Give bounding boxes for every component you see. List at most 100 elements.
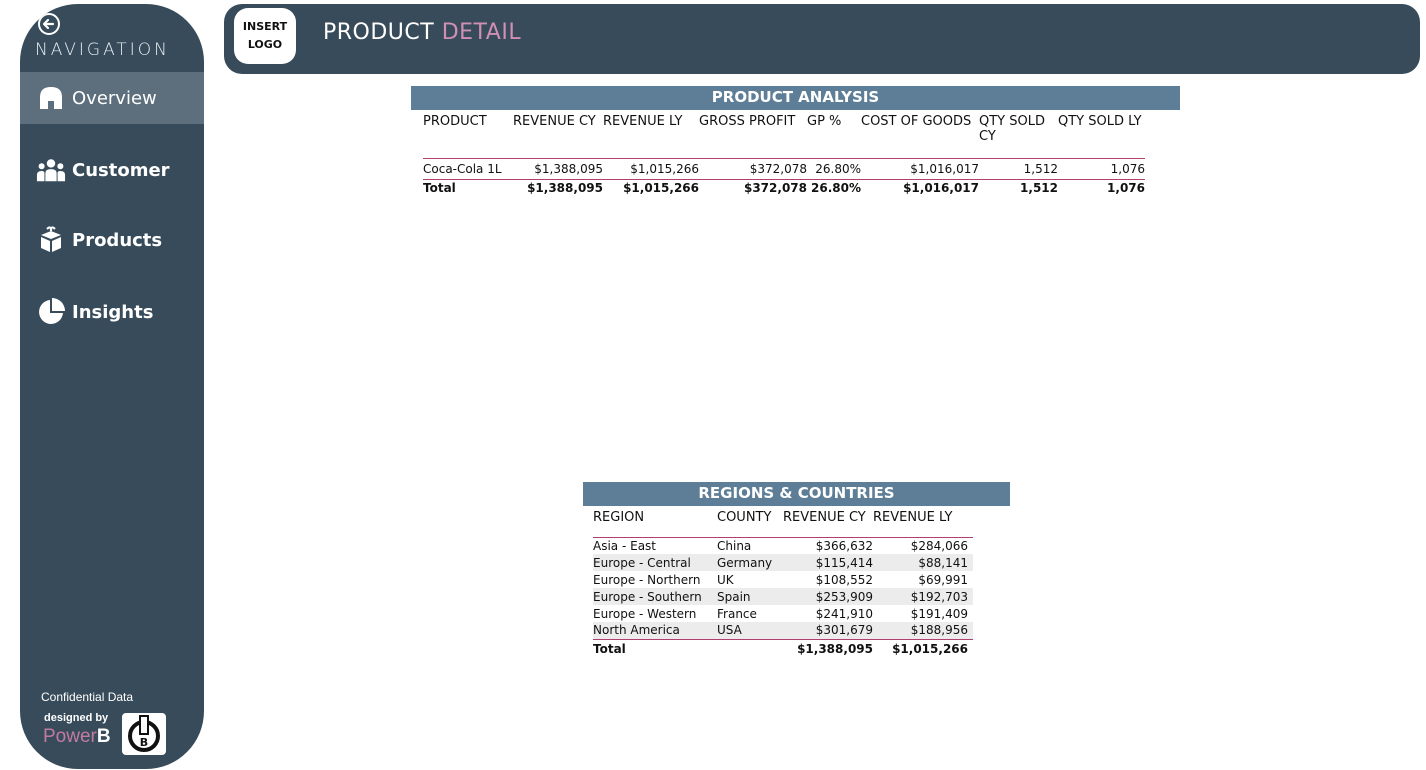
column-header[interactable]: PRODUCT xyxy=(423,114,487,129)
product-table-title: PRODUCT ANALYSIS xyxy=(411,86,1180,110)
column-header[interactable]: QTY SOLD LY xyxy=(1058,114,1142,129)
table-cell xyxy=(717,639,783,658)
table-cell: $1,016,017 xyxy=(903,181,979,196)
table-cell: $253,909 xyxy=(815,589,873,604)
box-icon xyxy=(36,225,66,255)
column-header[interactable]: COST OF GOODS xyxy=(861,114,972,129)
table-cell: $1,015,266 xyxy=(630,161,699,176)
table-cell: Europe - Central xyxy=(593,555,691,570)
table-cell: 1,076 xyxy=(1110,161,1145,176)
table-cell: Total xyxy=(423,181,456,196)
nav-item-label: Customer xyxy=(72,159,170,181)
table-cell: $1,388,095 xyxy=(797,641,873,656)
page-title-part-2: DETAIL xyxy=(441,20,522,45)
table-cell: $115,414 xyxy=(815,555,873,570)
table-row[interactable]: Coca-Cola 1L $1,388,095 $1,015,266 $372,… xyxy=(423,158,1145,179)
product-table: PRODUCT REVENUE CY REVENUE LY GROSS PROF… xyxy=(423,114,1145,197)
nav-item-label: Overview xyxy=(72,87,157,109)
table-cell: $372,078 xyxy=(743,181,807,196)
table-cell: UK xyxy=(717,572,734,587)
table-cell: Total xyxy=(593,641,626,656)
table-cell: 1,512 xyxy=(1020,181,1058,196)
nav-item-customer[interactable]: Customer xyxy=(20,144,204,196)
designed-by-label: designed by xyxy=(44,712,109,724)
table-cell: $1,015,266 xyxy=(623,181,699,196)
table-cell: France xyxy=(717,606,757,621)
table-cell: $372,078 xyxy=(749,161,807,176)
back-arrow-icon[interactable] xyxy=(37,12,61,36)
column-header[interactable]: QTY SOLD CY xyxy=(979,114,1045,144)
table-cell: 1,512 xyxy=(1023,161,1058,176)
brand-part-2: B xyxy=(96,726,111,747)
table-cell: $284,066 xyxy=(910,538,968,553)
table-cell: $1,015,266 xyxy=(892,641,968,656)
nav-item-label: Insights xyxy=(72,301,154,323)
table-cell: $1,388,095 xyxy=(527,181,603,196)
table-row[interactable]: Europe - Western France $241,910 $191,40… xyxy=(593,605,973,622)
table-row[interactable]: North America USA $301,679 $188,956 xyxy=(593,622,973,639)
pie-chart-icon xyxy=(36,297,66,327)
column-header[interactable]: COUNTY xyxy=(717,510,772,525)
table-total-row: Total $1,388,095 $1,015,266 $372,078 26.… xyxy=(423,179,1145,197)
table-cell: $192,703 xyxy=(910,589,968,604)
table-cell: 26.80% xyxy=(811,181,861,196)
table-row[interactable]: Asia - East China $366,632 $284,066 xyxy=(593,537,973,554)
nav-item-label: Products xyxy=(72,229,163,251)
table-cell: Europe - Western xyxy=(593,606,697,621)
brand-logo-icon: B xyxy=(122,713,166,755)
region-table-header-row: REGION COUNTY REVENUE CY REVENUE LY xyxy=(593,510,973,537)
logo-line-1: INSERT xyxy=(242,20,288,33)
table-cell: Europe - Northern xyxy=(593,572,701,587)
table-cell: $88,141 xyxy=(918,555,968,570)
nav-item-products[interactable]: Products xyxy=(20,214,204,266)
column-header[interactable]: REGION xyxy=(593,510,645,525)
table-cell: Spain xyxy=(717,589,751,604)
users-icon xyxy=(36,155,66,185)
table-row[interactable]: Europe - Central Germany $115,414 $88,14… xyxy=(593,554,973,571)
table-cell: $1,016,017 xyxy=(910,161,979,176)
nav-item-insights[interactable]: Insights xyxy=(20,286,204,338)
svg-text:B: B xyxy=(140,736,148,749)
column-header[interactable]: GROSS PROFIT xyxy=(699,114,796,129)
table-cell: 26.80% xyxy=(815,161,861,176)
logo-line-2: LOGO xyxy=(247,38,283,51)
nav-item-overview[interactable]: Overview xyxy=(20,72,204,124)
table-cell: $69,991 xyxy=(918,572,968,587)
table-total-row: Total $1,388,095 $1,015,266 xyxy=(593,639,973,658)
column-header[interactable]: REVENUE CY xyxy=(513,114,596,129)
brand-name: PowerB xyxy=(43,726,111,748)
table-row[interactable]: Europe - Northern UK $108,552 $69,991 xyxy=(593,571,973,588)
table-cell: Coca-Cola 1L xyxy=(423,161,502,176)
home-icon xyxy=(36,83,66,113)
nav-title: NAVIGATION xyxy=(35,40,170,60)
brand-part-1: Power xyxy=(43,726,97,747)
table-row[interactable]: Europe - Southern Spain $253,909 $192,70… xyxy=(593,588,973,605)
table-cell: $191,409 xyxy=(910,606,968,621)
column-header[interactable]: GP % xyxy=(807,114,842,129)
table-cell: $301,679 xyxy=(815,623,873,638)
table-cell: $1,388,095 xyxy=(534,161,603,176)
table-cell: China xyxy=(717,538,752,553)
table-cell: 1,076 xyxy=(1107,181,1145,196)
table-cell: $108,552 xyxy=(815,572,873,587)
confidential-label: Confidential Data xyxy=(41,690,134,704)
logo-placeholder: INSERT LOGO xyxy=(234,8,296,64)
table-cell: Asia - East xyxy=(593,538,656,553)
table-cell: $366,632 xyxy=(815,538,873,553)
column-header[interactable]: REVENUE LY xyxy=(873,510,953,525)
column-header[interactable]: REVENUE LY xyxy=(603,114,683,129)
page-header: INSERT LOGO PRODUCT DETAIL xyxy=(224,4,1420,74)
table-cell: USA xyxy=(717,623,742,638)
page-title-part-1: PRODUCT xyxy=(323,20,435,45)
table-cell: North America xyxy=(593,623,680,638)
nav-header: NAVIGATION xyxy=(20,8,204,74)
column-header[interactable]: REVENUE CY xyxy=(783,510,866,525)
product-table-header-row: PRODUCT REVENUE CY REVENUE LY GROSS PROF… xyxy=(423,114,1145,158)
sidebar: NAVIGATION Overview Customer xyxy=(20,4,204,769)
page-title: PRODUCT DETAIL xyxy=(323,20,521,45)
table-cell: Europe - Southern xyxy=(593,589,702,604)
table-cell: $241,910 xyxy=(815,606,873,621)
region-table-title: REGIONS & COUNTRIES xyxy=(583,482,1010,506)
table-cell: Germany xyxy=(717,555,773,570)
region-table: REGION COUNTY REVENUE CY REVENUE LY Asia… xyxy=(593,510,973,658)
